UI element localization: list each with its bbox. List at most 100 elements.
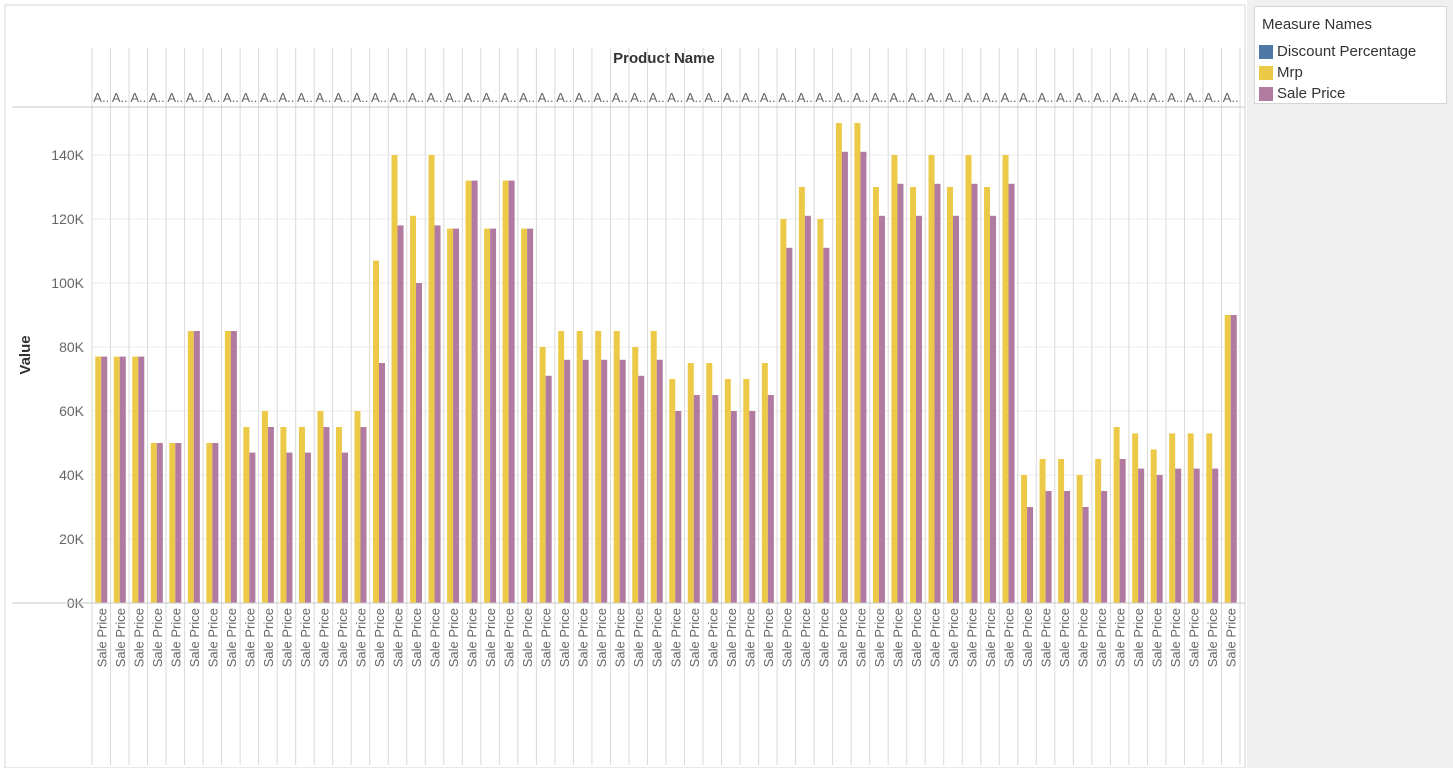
row-label: Sale Price bbox=[353, 608, 368, 667]
row-label: Sale Price bbox=[1131, 608, 1146, 667]
legend-item-sale-price[interactable]: Sale Price bbox=[1259, 84, 1444, 104]
bar-sale-price bbox=[601, 359, 608, 603]
column-header-label: A.. bbox=[519, 90, 535, 105]
column-header-label: A.. bbox=[204, 90, 220, 105]
column-header-label: A.. bbox=[112, 90, 128, 105]
bar-mrp bbox=[484, 228, 491, 603]
row-label: Sale Price bbox=[965, 608, 980, 667]
bar-mrp bbox=[1187, 433, 1194, 603]
column-header-title: Product Name bbox=[613, 50, 715, 67]
column-header-label: A.. bbox=[278, 90, 294, 105]
row-label: Sale Price bbox=[242, 608, 257, 667]
bar-mrp bbox=[687, 363, 694, 603]
bar-sale-price bbox=[193, 331, 200, 603]
column-header-label: A.. bbox=[871, 90, 887, 105]
bar-sale-price bbox=[860, 151, 867, 604]
legend-title: Measure Names bbox=[1262, 16, 1373, 33]
bars bbox=[95, 123, 1237, 604]
bar-mrp bbox=[835, 123, 842, 603]
y-tick-label: 60K bbox=[59, 403, 85, 419]
bar-mrp bbox=[743, 379, 750, 603]
bar-sale-price bbox=[101, 356, 108, 603]
row-label: Sale Price bbox=[946, 608, 961, 667]
row-label: Sale Price bbox=[853, 608, 868, 667]
bar-sale-price bbox=[360, 427, 367, 603]
bar-mrp bbox=[891, 155, 898, 603]
row-label: Sale Price bbox=[1094, 608, 1109, 667]
column-header-label: A.. bbox=[297, 90, 313, 105]
legend-item-discount-percentage[interactable]: Discount Percentage bbox=[1259, 42, 1444, 62]
row-label: Sale Price bbox=[520, 608, 535, 667]
bar-sale-price bbox=[416, 283, 423, 603]
row-label: Sale Price bbox=[1057, 608, 1072, 667]
row-label: Sale Price bbox=[705, 608, 720, 667]
bar-sale-price bbox=[1212, 468, 1219, 603]
bar-mrp bbox=[724, 379, 731, 603]
bar-mrp bbox=[872, 187, 879, 603]
column-headers: A.. A.. A.. A.. A.. A.. A.. A.. A.. A.. A.. A.. A.. A… bbox=[93, 90, 1238, 105]
bar-mrp bbox=[669, 379, 676, 603]
column-header-label: A.. bbox=[1204, 90, 1220, 105]
column-header-label: A.. bbox=[927, 90, 943, 105]
bar-sale-price bbox=[119, 356, 126, 603]
row-label: Sale Price bbox=[1039, 608, 1054, 667]
column-header-label: A.. bbox=[982, 90, 998, 105]
bar-sale-price bbox=[1156, 475, 1163, 603]
bar-sale-price bbox=[397, 225, 404, 603]
bar-mrp bbox=[1058, 459, 1065, 603]
row-label: Sale Price bbox=[168, 608, 183, 667]
row-label: Sale Price bbox=[779, 608, 794, 667]
row-label: Sale Price bbox=[1187, 608, 1202, 667]
column-header-label: A.. bbox=[1038, 90, 1054, 105]
column-header-label: A.. bbox=[408, 90, 424, 105]
row-label: Sale Price bbox=[446, 608, 461, 667]
bar-mrp bbox=[780, 219, 787, 603]
column-header-label: A.. bbox=[741, 90, 757, 105]
legend-item-mrp[interactable]: Mrp bbox=[1259, 63, 1444, 83]
bar-mrp bbox=[428, 155, 435, 603]
bar-sale-price bbox=[730, 411, 737, 603]
column-header-label: A.. bbox=[260, 90, 276, 105]
bar-sale-price bbox=[749, 411, 756, 603]
bar-sale-price bbox=[471, 180, 478, 603]
column-header-label: A.. bbox=[482, 90, 498, 105]
column-header-label: A.. bbox=[501, 90, 517, 105]
bar-mrp bbox=[650, 331, 657, 603]
bar-sale-price bbox=[1101, 491, 1108, 603]
row-label: Sale Price bbox=[557, 608, 572, 667]
bar-sale-price bbox=[1175, 468, 1182, 603]
bar-mrp bbox=[909, 187, 916, 603]
column-header-label: A.. bbox=[130, 90, 146, 105]
column-header-label: A.. bbox=[334, 90, 350, 105]
row-label: Sale Price bbox=[631, 608, 646, 667]
row-label: Sale Price bbox=[872, 608, 887, 667]
bar-sale-price bbox=[249, 452, 256, 603]
bar-mrp bbox=[243, 427, 250, 603]
bar-sale-price bbox=[638, 375, 645, 603]
row-label: Sale Price bbox=[224, 608, 239, 667]
bar-mrp bbox=[947, 187, 953, 603]
column-header-label: A.. bbox=[445, 90, 461, 105]
bar-sale-price bbox=[341, 452, 348, 603]
row-label: Sale Price bbox=[1150, 608, 1165, 667]
bar-sale-price bbox=[971, 183, 978, 604]
bar-sale-price bbox=[564, 359, 571, 603]
column-header-label: A.. bbox=[575, 90, 591, 105]
legend-swatch bbox=[1259, 87, 1273, 101]
bar-sale-price bbox=[453, 228, 460, 603]
row-label: Sale Price bbox=[187, 608, 202, 667]
bar-mrp bbox=[706, 363, 713, 603]
row-label: Sale Price bbox=[465, 608, 480, 667]
bar-mrp bbox=[854, 123, 861, 603]
bar-mrp bbox=[1076, 475, 1083, 603]
column-header-label: A.. bbox=[1130, 90, 1146, 105]
bar-sale-price bbox=[990, 215, 997, 604]
column-header-label: A.. bbox=[1149, 90, 1165, 105]
row-label: Sale Price bbox=[650, 608, 665, 667]
column-header-label: A.. bbox=[778, 90, 794, 105]
column-header-label: A.. bbox=[1019, 90, 1035, 105]
bar-sale-price bbox=[897, 183, 904, 604]
bar-sale-price bbox=[1119, 459, 1126, 603]
